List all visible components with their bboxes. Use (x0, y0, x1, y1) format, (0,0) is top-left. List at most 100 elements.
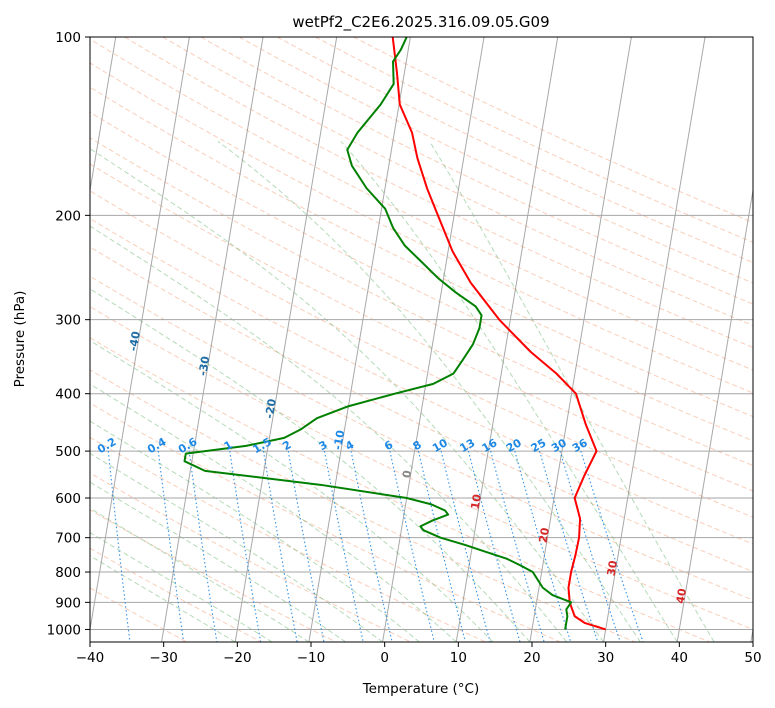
mixing-ratio-label: 0.2 (95, 435, 118, 456)
dry-adiabat-line (238, 37, 753, 284)
mixing-ratio-line (188, 451, 218, 642)
dry-adiabat-line (90, 472, 412, 642)
dry-adiabat-line (90, 246, 753, 573)
mixing-ratio-line (440, 450, 491, 642)
x-tick-label: −20 (223, 650, 252, 666)
chart-title: wetPf2_C2E6.2025.316.09.05.G09 (292, 13, 549, 32)
isotherm-line (529, 37, 632, 642)
isotherm-line (161, 37, 264, 642)
dry-adiabat-line (124, 37, 753, 349)
isotherm-label: 0 (400, 469, 414, 479)
x-tick-label: 20 (523, 650, 540, 666)
mixing-ratio-line (107, 451, 131, 642)
mixing-ratio-line (514, 450, 572, 642)
x-tick-label: 30 (597, 650, 614, 666)
x-tick-label: 0 (380, 650, 389, 666)
temperature-profile-line (391, 37, 606, 631)
isotherm-label: 10 (469, 493, 484, 511)
x-tick-label: 50 (744, 650, 761, 666)
isotherm-line (382, 37, 485, 642)
isotherm-line (90, 37, 117, 194)
mixing-ratio-label: 0.4 (145, 435, 169, 456)
mixing-ratio-line (417, 450, 466, 642)
y-tick-label: 700 (55, 531, 81, 547)
dry-adiabat-line (276, 37, 753, 263)
isotherm-label: 30 (605, 559, 620, 577)
mixing-ratio-line (323, 450, 364, 642)
isotherm-label: 40 (674, 587, 689, 605)
isotherm-label: -50 (60, 290, 76, 312)
isotherm-label: -10 (331, 429, 347, 451)
dewpoint-profile-line (183, 37, 573, 630)
y-tick-label: 500 (55, 444, 81, 460)
mixing-ratio-label: 16 (480, 436, 500, 455)
y-tick-label: 400 (55, 387, 81, 403)
moist-adiabat-line (90, 555, 236, 642)
x-axis-label: Temperature (°C) (362, 681, 480, 697)
dry-adiabat-line (90, 275, 753, 601)
moist-adiabat-line (217, 140, 641, 642)
isotherm-line (234, 37, 338, 642)
dry-adiabat-line (90, 337, 710, 642)
isotherm-line (455, 37, 559, 642)
x-tick-label: 10 (450, 650, 467, 666)
isotherm-line (676, 187, 753, 642)
y-tick-label: 100 (55, 30, 81, 46)
y-axis-label: Pressure (hPa) (12, 291, 28, 388)
mixing-ratio-label: 36 (570, 436, 590, 455)
mixing-ratio-label: 30 (549, 436, 569, 455)
data-layer (183, 37, 606, 631)
dry-adiabat-line (90, 163, 753, 492)
axis-layer: −40 −30 −20 −10 0 10 20 30 40 5010020030040050060… (47, 30, 762, 666)
mixing-ratio-label: 10 (430, 436, 450, 455)
x-tick-label: −40 (76, 650, 105, 666)
dry-adiabat-line (162, 37, 753, 327)
isotherm-label: -20 (263, 398, 279, 420)
x-tick-label: 40 (671, 650, 688, 666)
isotherm-line (90, 37, 190, 633)
mixing-ratio-label: 13 (457, 436, 477, 455)
dry-adiabat-line (90, 369, 636, 642)
mixing-ratio-line (559, 450, 621, 642)
mixing-ratio-line (262, 451, 298, 642)
mixing-ratio-line (229, 451, 262, 642)
isotherm-line (603, 37, 706, 642)
dry-adiabat-line (90, 38, 753, 371)
x-tick-label: −10 (297, 650, 326, 666)
moist-adiabat-line (90, 507, 310, 642)
grid-layer (90, 37, 753, 642)
y-tick-label: 300 (55, 313, 81, 329)
isotherm-label: 20 (537, 526, 552, 544)
y-tick-label: 200 (55, 208, 81, 224)
mixing-ratio-line (580, 450, 644, 642)
mixing-ratio-line (287, 451, 325, 642)
isotherm-label: -60 (0, 244, 10, 266)
mixing-ratio-label: 20 (504, 436, 524, 455)
dry-adiabat-line (315, 37, 753, 243)
dry-adiabat-line (90, 509, 337, 642)
moist-adiabat-line (90, 532, 273, 642)
dry-adiabat-line (90, 218, 753, 545)
isotherm-line (308, 37, 411, 642)
mixing-ratio-line (389, 450, 435, 642)
isotherm-label: -30 (196, 355, 212, 377)
dry-adiabat-line (90, 86, 753, 418)
y-tick-label: 1000 (47, 622, 81, 638)
moist-adiabat-line (340, 140, 678, 642)
x-tick-label: −30 (149, 650, 178, 666)
isotherm-label: -40 (127, 330, 143, 352)
isotherm-line (750, 626, 753, 642)
mixing-ratio-line (350, 450, 393, 642)
mixing-ratio-line (539, 450, 599, 642)
y-tick-label: 900 (55, 595, 81, 611)
dry-adiabat-line (353, 37, 753, 224)
dry-adiabat-line (90, 111, 753, 442)
mixing-ratio-line (467, 450, 521, 642)
mixing-ratio-line (157, 451, 185, 642)
y-tick-label: 800 (55, 565, 81, 581)
y-tick-label: 600 (55, 491, 81, 507)
mixing-ratio-line (490, 450, 545, 642)
dry-adiabat-line (90, 402, 561, 642)
mixing-ratio-label: 1.5 (250, 435, 273, 456)
